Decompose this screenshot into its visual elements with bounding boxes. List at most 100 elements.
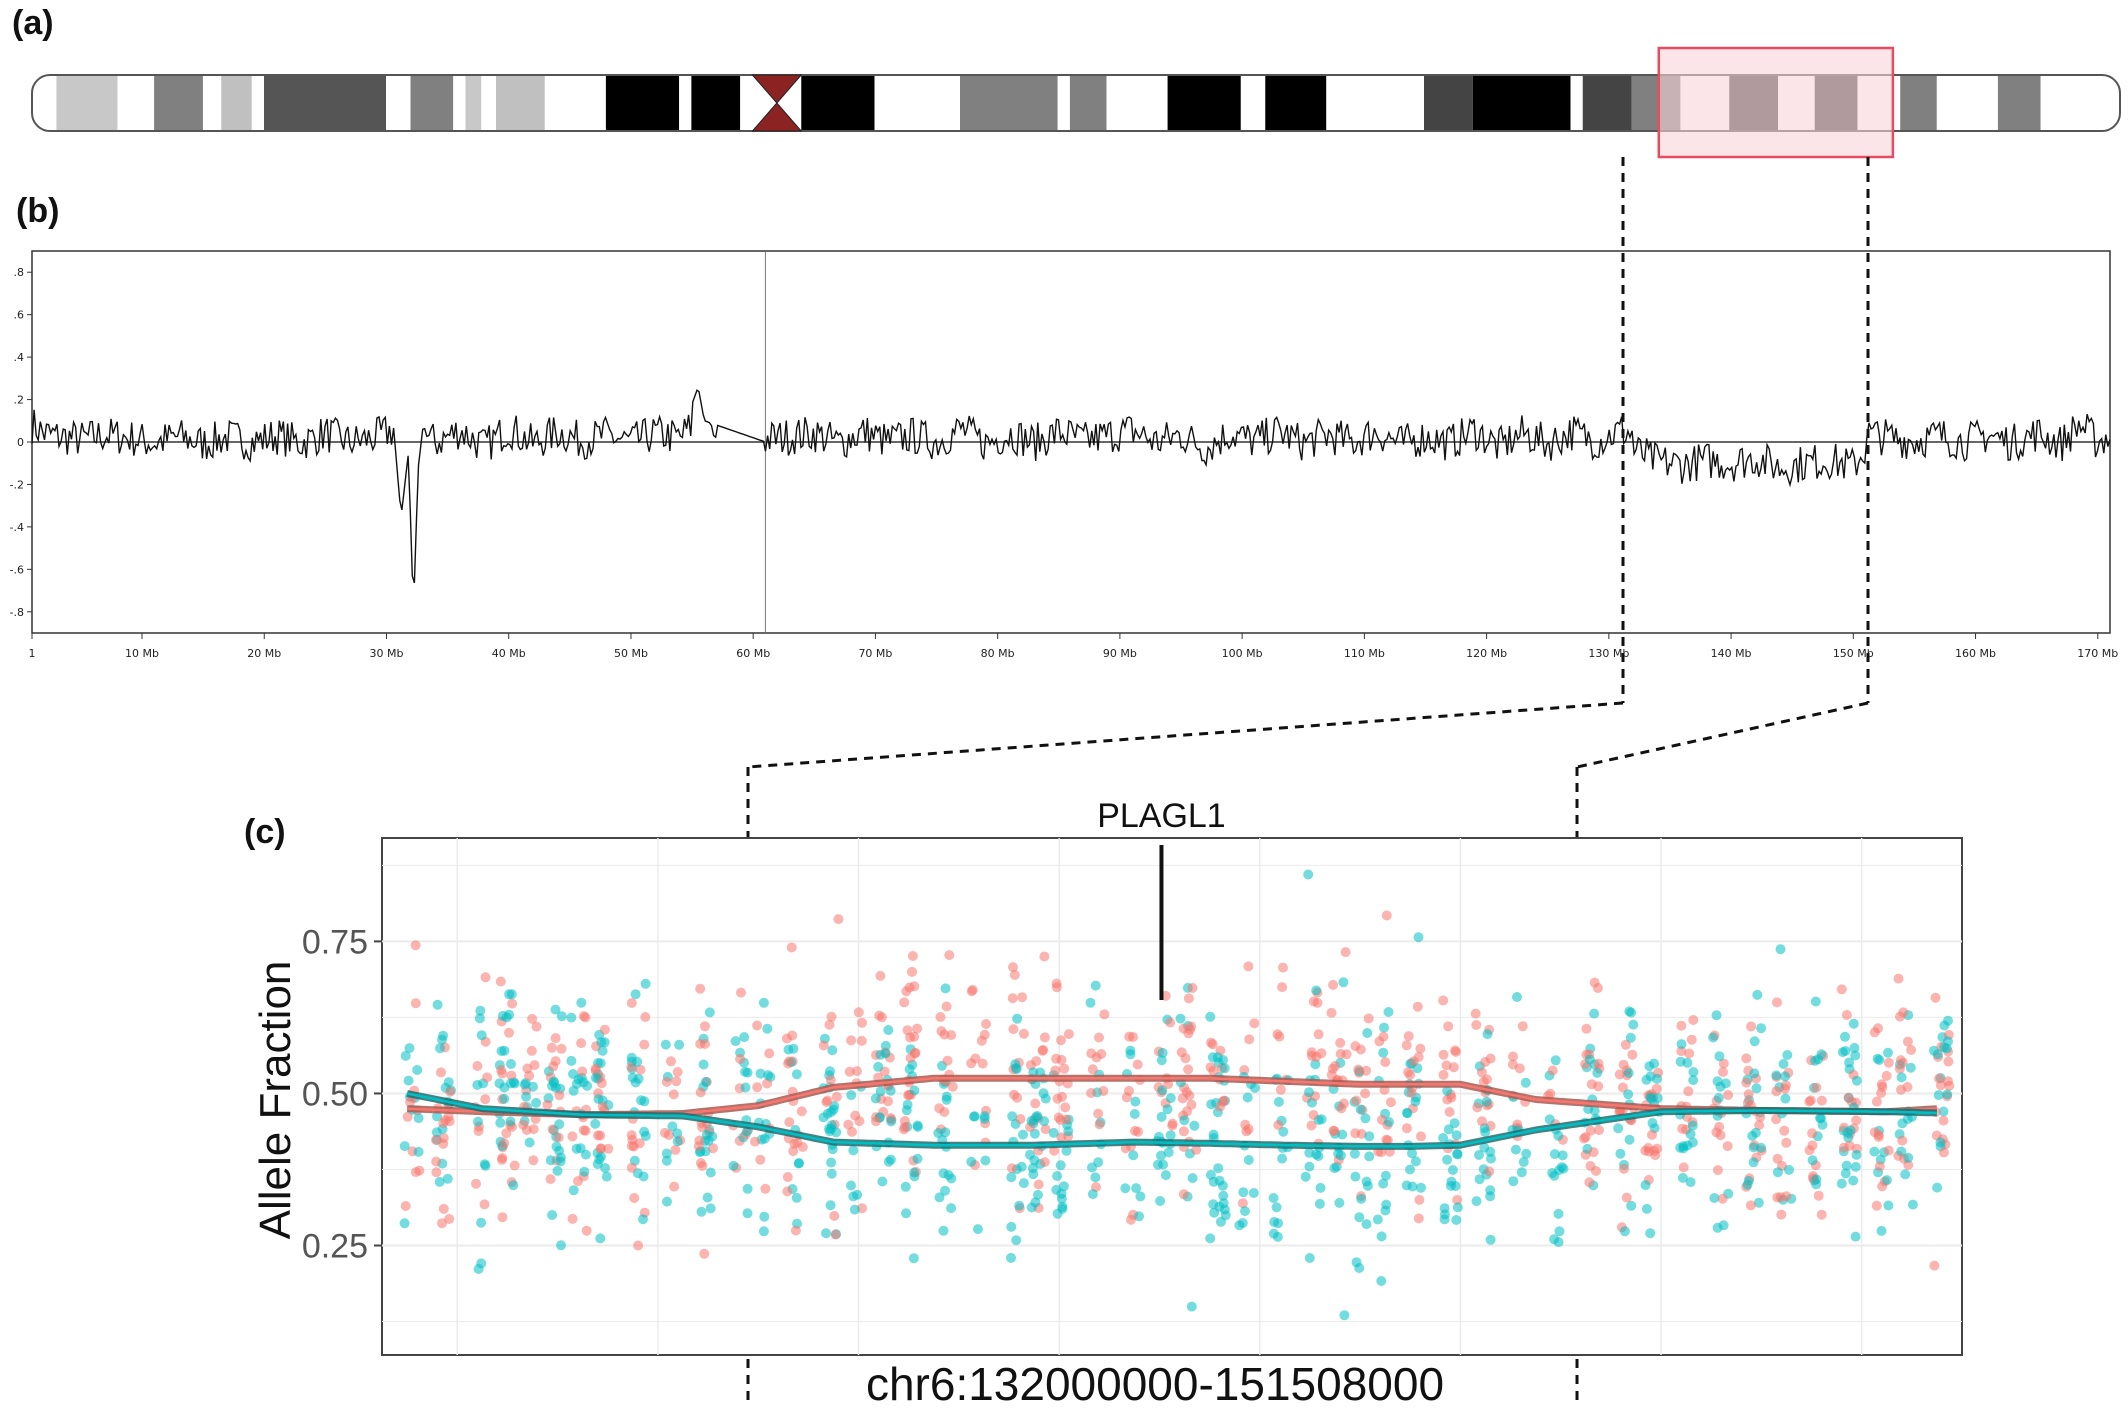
allele-point-red [496, 1065, 507, 1075]
allele-point-teal [399, 1218, 410, 1229]
allele-point-red [1178, 1023, 1189, 1034]
allele-point-teal [1219, 1063, 1230, 1074]
allele-point-red [669, 1181, 680, 1192]
allele-point-teal [1337, 1129, 1348, 1140]
allele-point-teal [1304, 1087, 1314, 1098]
allele-point-teal [1584, 1054, 1595, 1065]
allele-point-teal [1474, 1150, 1484, 1160]
allele-point-teal [793, 1158, 804, 1169]
allele-point-teal [909, 1085, 920, 1096]
allele-point-teal [1380, 1170, 1391, 1181]
allele-point-teal [1848, 1018, 1859, 1029]
allele-point-red [1676, 1046, 1687, 1057]
allele-point-teal [1903, 1152, 1914, 1163]
allele-point-red [944, 950, 955, 961]
allele-point-teal [1840, 1031, 1850, 1042]
allele-point-red [752, 1020, 763, 1031]
allele-point-teal [1040, 1093, 1051, 1104]
allele-point-teal [1549, 1234, 1560, 1245]
allele-point-red [567, 1213, 578, 1224]
allele-point-red [977, 1058, 988, 1069]
ideogram-band [1472, 75, 1571, 131]
allele-point-teal [630, 989, 641, 1000]
allele-point-teal [1688, 1075, 1699, 1086]
chromosome-ideogram [31, 46, 2121, 159]
allele-point-teal [1850, 1050, 1861, 1061]
allele-point-red [1754, 1120, 1765, 1131]
allele-point-red [1643, 1143, 1654, 1153]
allele-point-red [546, 1042, 557, 1053]
allele-point-red [1804, 1145, 1815, 1156]
allele-point-red [1651, 1083, 1662, 1094]
allele-point-teal [568, 1185, 579, 1196]
allele-point-red [851, 1066, 862, 1077]
allele-point-teal [1749, 1068, 1760, 1079]
allele-point-teal [400, 1050, 411, 1061]
allele-point-red [1444, 1107, 1455, 1117]
allele-point-red [1408, 1056, 1419, 1067]
allele-point-red [1718, 1067, 1728, 1077]
allele-point-red [1883, 1145, 1894, 1156]
allele-point-red [663, 1130, 674, 1140]
allele-point-red [910, 1047, 921, 1058]
allele-point-teal [1364, 1151, 1375, 1162]
allele-point-teal [1218, 1198, 1229, 1209]
allele-point-red [1438, 995, 1449, 1006]
allele-point-teal [933, 1128, 944, 1138]
allele-point-teal [1087, 1162, 1097, 1173]
allele-point-teal [1848, 1175, 1859, 1186]
allele-point-red [593, 1130, 603, 1141]
allele-point-teal [476, 1258, 487, 1269]
allele-point-red [1876, 1079, 1887, 1090]
plot-b-x-tick-label: 120 Mb [1466, 647, 1507, 660]
allele-point-red [1098, 1086, 1109, 1096]
allele-point-red [437, 1218, 447, 1229]
allele-point-teal [1676, 1039, 1687, 1050]
allele-point-red [1943, 1056, 1954, 1067]
allele-point-teal [1135, 1191, 1146, 1202]
allele-point-red [1772, 1153, 1783, 1164]
allele-point-red [1039, 1157, 1050, 1168]
allele-point-teal [1939, 1020, 1950, 1031]
allele-point-teal [1407, 1148, 1417, 1159]
plot-b-y-tick-label: -.4 [10, 521, 24, 534]
ideogram-band [251, 75, 264, 131]
allele-point-red [942, 1055, 953, 1066]
allele-point-teal [739, 1032, 750, 1043]
allele-point-red [1450, 1045, 1461, 1056]
ideogram-band [801, 75, 875, 131]
allele-point-teal [1641, 1074, 1652, 1085]
allele-point-teal [1712, 1076, 1723, 1087]
allele-point-red [1584, 1177, 1595, 1188]
allele-point-teal [640, 978, 651, 989]
allele-point-red [1894, 1063, 1905, 1074]
allele-point-teal [1155, 1196, 1166, 1206]
ideogram-band [453, 75, 466, 131]
allele-point-teal [1018, 1129, 1028, 1140]
allele-point-teal [912, 1120, 923, 1131]
allele-point-red [1476, 1067, 1487, 1078]
allele-point-teal [432, 999, 443, 1010]
allele-point-red [501, 1128, 512, 1139]
allele-point-teal [636, 1095, 647, 1106]
allele-point-red [764, 1048, 775, 1059]
allele-point-red [797, 1142, 808, 1152]
allele-point-teal [1756, 1023, 1767, 1034]
allele-point-red [1514, 1063, 1525, 1074]
allele-point-teal [1085, 997, 1096, 1008]
allele-point-red [905, 1032, 916, 1043]
allele-point-teal [475, 1005, 486, 1016]
allele-point-teal [1625, 1032, 1636, 1043]
allele-point-teal [556, 1240, 566, 1251]
allele-point-red [1771, 1086, 1782, 1097]
allele-point-teal [1128, 1150, 1139, 1161]
allele-point-red [1355, 1044, 1366, 1055]
allele-point-teal [480, 1160, 491, 1171]
allele-point-teal [934, 1192, 945, 1203]
zoom-region-highlight [1657, 46, 1895, 159]
plot-c-y-axis: 0.75 0.50 0.25 [302, 923, 382, 1266]
allele-point-red [1049, 1145, 1060, 1156]
allele-point-teal [1033, 1189, 1043, 1200]
allele-point-teal [435, 1043, 445, 1054]
allele-point-teal [901, 1105, 912, 1116]
